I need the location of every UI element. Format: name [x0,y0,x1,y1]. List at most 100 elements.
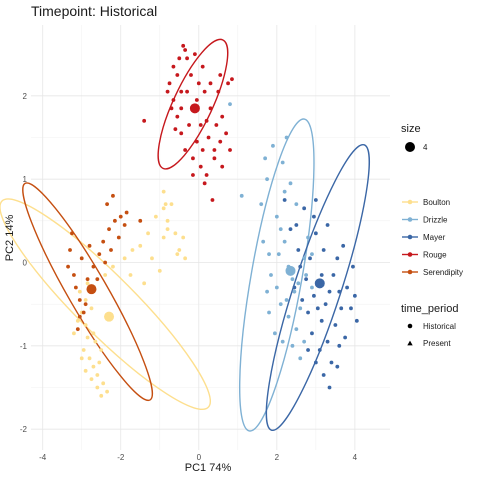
point-boulton [97,360,102,365]
point-rouge [185,56,189,61]
point-drizzle [288,181,293,186]
point-rouge [206,135,211,140]
x-tick-label: 0 [197,453,202,462]
grid-minor [31,25,390,450]
legend-label-rouge: Rouge [423,251,447,260]
centroid-drizzle [285,265,296,276]
point-mayer [288,227,293,232]
chart-title: Timepoint: Historical [31,3,157,19]
point-serendipity [70,231,74,236]
point-rouge [204,118,209,123]
point-mayer [294,223,299,227]
point-rouge [228,148,232,152]
x-axis-title: PC1 74% [185,462,232,474]
point-boulton [173,231,178,236]
point-boulton [79,356,84,361]
point-boulton [150,256,154,261]
point-mayer [298,264,303,269]
legend-label-drizzle: Drizzle [423,216,448,225]
point-serendipity [111,193,115,198]
point-mayer [282,198,287,202]
point-mayer [319,273,324,277]
legend-shape-triangle-key [407,340,413,346]
legend-key-dot-mayer [407,234,413,240]
point-boulton [153,214,158,219]
point-drizzle [304,273,309,277]
point-mayer [335,364,340,369]
point-drizzle [310,285,314,290]
point-rouge [194,98,199,102]
point-mayer [317,348,322,352]
point-mayer [313,198,318,202]
point-rouge [179,106,184,111]
point-boulton [175,252,180,257]
legend-label-boulton: Boulton [423,198,450,207]
point-drizzle [280,339,285,344]
point-drizzle [286,314,291,319]
point-serendipity [105,202,109,207]
point-mayer [327,385,332,390]
ellipse-mayer [265,143,370,432]
point-boulton [181,235,186,240]
point-serendipity [91,264,96,269]
point-drizzle [306,235,310,240]
point-boulton [85,335,90,340]
legend-size: size 4 [401,123,428,152]
point-boulton [165,227,170,232]
point-rouge [173,127,178,132]
point-mayer [337,343,342,348]
point-rouge [212,156,217,161]
point-rouge [169,106,174,111]
point-drizzle [265,289,269,294]
point-mayer [351,264,355,269]
point-serendipity [124,210,129,215]
point-boulton [169,202,174,207]
point-mayer [313,360,318,365]
y-tick-label: 1 [23,175,28,184]
point-boulton [95,385,100,390]
point-boulton [87,356,92,361]
point-boulton [177,248,182,252]
point-boulton [157,268,162,273]
point-mayer [292,285,297,290]
x-axis-ticks: -4 -2 0 2 4 [39,453,358,462]
point-boulton [83,368,88,373]
point-rouge [192,52,197,57]
point-mayer [296,248,301,252]
point-serendipity [75,327,80,332]
point-drizzle [263,156,268,161]
plot-panel [0,25,390,450]
point-boulton [142,281,147,286]
point-mayer [345,285,349,290]
point-mayer [304,277,309,282]
point-drizzle [302,256,307,261]
point-drizzle [267,310,271,315]
point-mayer [354,318,359,323]
point-serendipity [81,310,86,315]
point-drizzle [284,135,289,140]
point-boulton [161,206,166,211]
point-mayer [325,223,330,227]
legend-shape-label-historical: Historical [423,322,456,331]
point-boulton [183,256,188,261]
point-boulton [83,323,88,327]
point-rouge [204,173,209,177]
legend-size-label: 4 [423,143,428,152]
point-serendipity [73,285,78,290]
point-drizzle [278,302,283,307]
point-rouge [183,148,188,152]
point-mayer [337,289,342,294]
point-rouge [220,164,225,169]
point-rouge [202,181,207,186]
x-tick-label: -4 [39,453,47,462]
point-drizzle [278,227,283,232]
point-boulton [85,281,90,286]
ellipse-drizzle [238,118,315,432]
point-rouge [202,89,207,94]
point-mayer [341,243,346,248]
point-rouge [210,198,215,202]
centroid-rouge [189,103,200,114]
point-rouge [175,114,180,119]
point-rouge [183,48,188,52]
legend-label-serendipity: Serendipity [423,268,463,277]
